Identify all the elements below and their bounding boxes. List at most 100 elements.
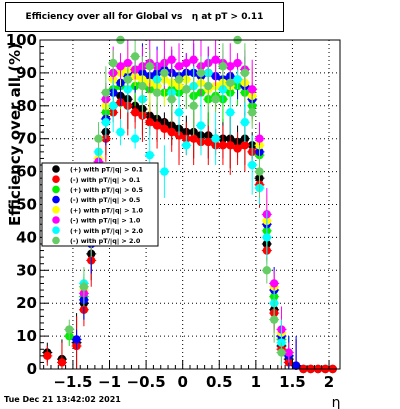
data-point [79, 282, 89, 291]
data-point [240, 118, 250, 127]
data-point [182, 58, 191, 68]
legend-marker [52, 236, 60, 245]
data-point [204, 81, 213, 91]
x-axis-label: η [332, 395, 341, 409]
x-tick-label: 1 [251, 373, 261, 391]
data-point [247, 108, 257, 117]
data-point [189, 101, 198, 111]
data-point [152, 88, 162, 97]
data-point [196, 68, 206, 78]
data-point [211, 134, 220, 143]
data-point [123, 75, 133, 84]
data-point [116, 62, 125, 71]
y-tick-label: 80 [16, 97, 37, 115]
data-point [211, 55, 220, 64]
data-point [218, 85, 228, 94]
data-point [233, 58, 242, 68]
y-tick-label: 10 [16, 327, 37, 345]
x-tick-label: −1 [98, 373, 121, 391]
y-tick-label: 90 [16, 64, 37, 82]
data-point [65, 325, 74, 334]
y-tick-label: 30 [16, 261, 37, 279]
legend-marker [52, 185, 60, 194]
data-point [174, 62, 184, 71]
data-point [269, 279, 279, 288]
data-point [57, 358, 67, 367]
x-tick-label: 0.5 [206, 373, 233, 391]
data-point [167, 95, 176, 104]
legend-label: (+) with pT/|q| > 1.0 [70, 206, 144, 215]
legend-label: (+) with pT/|q| > 2.0 [70, 227, 144, 236]
y-tick-label: 20 [16, 294, 37, 312]
legend-label: (+) with pT/|q| > 0.5 [70, 186, 143, 195]
y-tick-label: 70 [16, 130, 37, 148]
data-point [167, 55, 176, 64]
data-point [123, 85, 133, 94]
data-point [138, 81, 147, 91]
legend-label: (-) with pT/|q| > 0.5 [70, 196, 140, 205]
axis-ticks: −1.5 −1 −0.5 0 0.5 1 1.5 2010203040506070809010… [6, 31, 335, 391]
legend-box [41, 162, 159, 247]
y-tick-label: 50 [16, 196, 37, 214]
legend: (+) with pT/|q| > 0.1(-) with pT/|q| > 0… [41, 162, 159, 247]
data-point [226, 78, 235, 87]
data-point [160, 167, 169, 176]
legend-marker [52, 226, 60, 234]
data-point [226, 141, 235, 150]
data-point [284, 348, 293, 357]
data-point [269, 315, 279, 324]
data-point [189, 55, 198, 64]
timestamp: Tue Dec 21 13:42:02 2021 [4, 395, 121, 404]
data-point [160, 68, 169, 78]
data-point [174, 75, 184, 84]
data-point [255, 167, 264, 176]
data-point [247, 160, 257, 170]
data-point [94, 134, 103, 143]
y-axis-label: Efficiency over all (%) [6, 43, 24, 226]
data-point [145, 118, 154, 127]
data-point [218, 141, 228, 150]
data-point [233, 75, 242, 84]
data-point [167, 127, 176, 137]
data-point [130, 52, 140, 61]
data-point [226, 62, 235, 71]
title-box: Efficiency over all for Global vs η at p… [5, 2, 284, 32]
legend-label: (-) with pT/|q| > 2.0 [70, 237, 141, 246]
data-point [211, 95, 220, 104]
data-point [189, 134, 198, 143]
data-point [152, 121, 162, 130]
data-point [130, 108, 140, 117]
data-point [174, 108, 184, 117]
data-point [116, 127, 125, 137]
data-point [108, 58, 118, 68]
data-point [123, 58, 133, 68]
legend-label: (-) with pT/|q| > 0.1 [70, 176, 140, 185]
data-point [240, 141, 250, 150]
legend-marker [52, 175, 60, 183]
data-point [196, 121, 206, 130]
data-point [182, 85, 191, 94]
data-point [262, 266, 272, 275]
legend-marker [52, 195, 60, 204]
x-tick-label: 1.5 [279, 373, 306, 391]
data-point [160, 124, 169, 134]
data-point [182, 141, 191, 150]
y-tick-label: 100 [6, 31, 37, 49]
data-point [145, 150, 154, 160]
legend-marker [52, 206, 60, 214]
data-point [130, 134, 140, 143]
y-tick-label: 40 [16, 228, 37, 246]
y-tick-label: 0 [27, 360, 37, 378]
data-point [43, 351, 52, 361]
legend-label: (+) with pT/|q| > 0.1 [70, 166, 143, 175]
data-point [101, 88, 111, 97]
chart-title: Efficiency over all for Global vs η at p… [25, 12, 264, 22]
data-point [247, 85, 257, 94]
data-point [101, 118, 111, 127]
data-point [277, 348, 286, 357]
x-tick-label: 2 [324, 373, 334, 391]
data-point [204, 137, 213, 147]
x-tick-label: 0 [177, 373, 187, 391]
data-point [226, 108, 235, 117]
